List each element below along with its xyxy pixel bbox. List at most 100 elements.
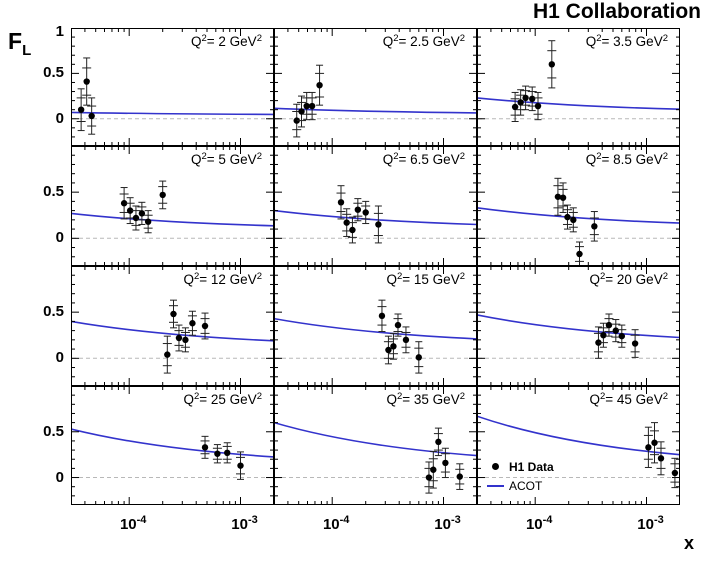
data-point <box>180 327 190 353</box>
data-point-marker <box>415 354 423 361</box>
data-point-marker <box>394 321 402 329</box>
panel-frame <box>274 266 477 386</box>
data-point-marker <box>189 320 196 327</box>
panel-frame <box>71 28 274 146</box>
panel-q2-35: Q2= 35 GeV2 <box>274 386 477 505</box>
data-point-marker <box>120 200 128 207</box>
data-point <box>393 313 403 337</box>
data-point <box>377 299 387 333</box>
panel-q2-label: Q2= 6.5 GeV2 <box>383 151 465 167</box>
data-point <box>168 299 178 329</box>
data-point <box>433 427 443 457</box>
acot-curve <box>477 207 680 224</box>
data-point-marker <box>362 209 369 216</box>
data-point <box>455 463 465 490</box>
panel-q2-12: Q2= 12 GeV2 <box>71 266 274 386</box>
data-point-marker <box>337 199 345 206</box>
y-tick-label: 0 <box>55 229 64 247</box>
data-point-marker <box>651 439 658 446</box>
data-point-marker <box>529 95 536 103</box>
acot-curve <box>274 107 477 114</box>
data-point-marker <box>645 444 652 451</box>
data-point-marker <box>511 103 519 111</box>
data-point-marker <box>559 194 567 201</box>
data-point-marker <box>600 332 607 339</box>
data-point <box>604 313 614 337</box>
panel-frame <box>71 146 274 266</box>
data-point-marker <box>618 332 626 340</box>
x-tick-label: 10-4 <box>322 514 350 533</box>
panel-q2-label: Q2= 15 GeV2 <box>386 271 465 287</box>
panel-q2-45: Q2= 45 GeV2 <box>477 386 680 505</box>
data-point-marker <box>548 61 556 68</box>
y-tick-label: 0 <box>55 468 64 486</box>
axis-ticks <box>477 146 680 266</box>
data-point <box>388 332 398 360</box>
panel-q2-2.5: Q2= 2.5 GeV2 <box>274 28 477 146</box>
data-point-marker <box>303 102 310 110</box>
acot-curve <box>274 317 477 340</box>
data-point-marker <box>354 206 362 213</box>
data-point-marker <box>576 250 583 258</box>
data-point <box>347 216 357 244</box>
data-point <box>137 201 147 225</box>
panel-frame <box>274 146 477 266</box>
panel-q2-3.5: Q2= 3.5 GeV2 <box>477 28 680 146</box>
data-point <box>428 450 438 489</box>
data-point-marker <box>657 455 665 462</box>
y-tick-label: 0.5 <box>43 64 64 82</box>
data-point-marker <box>144 218 152 225</box>
panel-q2-label: Q2= 2 GeV2 <box>191 33 262 49</box>
data-point-marker <box>159 191 166 199</box>
panel-frame <box>477 146 680 266</box>
data-point <box>630 329 640 358</box>
data-point-marker <box>564 213 571 221</box>
panel-frame <box>274 28 477 146</box>
x-tick-label: 10-4 <box>525 514 553 533</box>
data-point <box>235 451 245 480</box>
h1-data-marker-icon <box>492 463 499 470</box>
data-point <box>643 426 653 468</box>
panel-q2-label: Q2= 35 GeV2 <box>386 391 465 407</box>
data-point-marker <box>77 106 85 113</box>
data-point <box>76 88 86 132</box>
data-point <box>119 187 129 220</box>
data-point <box>656 441 666 476</box>
panel-q2-6.5: Q2= 6.5 GeV2 <box>274 146 477 266</box>
panel-q2-5: Q2= 5 GeV2 <box>71 146 274 266</box>
data-point <box>353 198 363 222</box>
data-point-marker <box>201 322 209 330</box>
data-point <box>598 322 608 348</box>
data-point-marker <box>343 219 350 226</box>
panel-frame <box>477 266 680 386</box>
data-point <box>342 208 352 237</box>
data-point <box>516 89 526 116</box>
data-point <box>162 335 172 374</box>
acot-curve <box>477 97 680 110</box>
y-tick-label: 0.5 <box>43 183 64 201</box>
data-point-marker <box>595 339 602 346</box>
data-point <box>297 95 307 128</box>
data-point-marker <box>671 469 679 477</box>
data-point-marker <box>237 462 244 469</box>
data-point-marker <box>456 473 463 480</box>
panel-frame <box>477 386 680 505</box>
panel-frame <box>274 386 477 505</box>
data-point <box>510 91 520 122</box>
panel-frame <box>71 386 274 505</box>
data-point-marker <box>293 117 300 124</box>
data-point <box>158 180 168 210</box>
data-point <box>558 182 568 213</box>
panel-frame <box>71 266 274 386</box>
data-point-marker <box>316 81 323 89</box>
data-point-marker <box>164 351 171 358</box>
page-title: H1 Collaboration <box>532 0 701 23</box>
data-point <box>521 85 531 111</box>
legend-item-acot: ACOT <box>486 476 576 495</box>
data-point <box>533 91 543 121</box>
data-point <box>611 319 621 343</box>
data-point-marker <box>308 102 316 110</box>
y-tick-label: 0 <box>55 349 64 367</box>
data-point <box>361 200 371 225</box>
